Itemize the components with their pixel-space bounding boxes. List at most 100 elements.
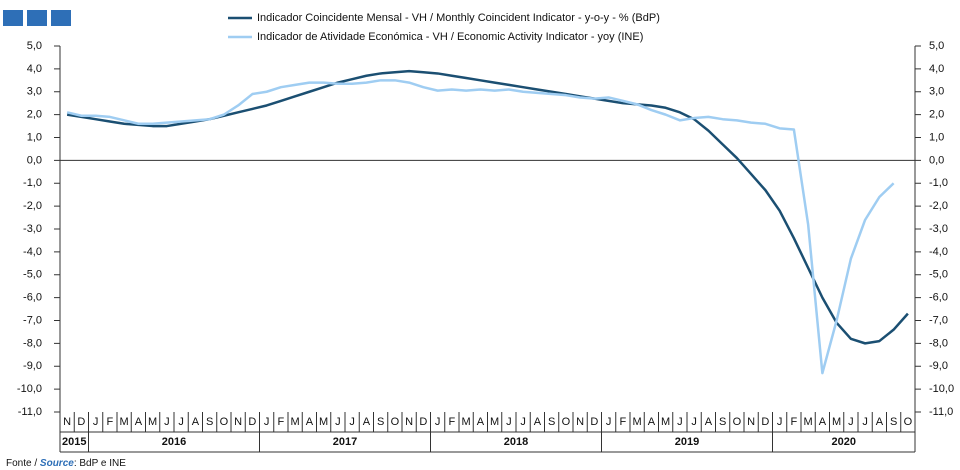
x-tick-label: A: [477, 416, 485, 428]
y2-tick-label: -1,0: [929, 177, 948, 189]
x-tick-label: F: [107, 416, 114, 428]
x-tick-label: A: [819, 416, 827, 428]
x-tick-label: S: [377, 416, 384, 428]
y2-tick-label: -10,0: [929, 383, 954, 395]
x-tick-label: F: [620, 416, 627, 428]
legend-label: Indicador de Atividade Económica - VH / …: [257, 31, 643, 43]
y2-tick-label: -5,0: [929, 269, 948, 281]
y2-tick-label: 5,0: [929, 40, 944, 52]
year-label: 2018: [504, 436, 528, 448]
y2-tick-label: -9,0: [929, 360, 948, 372]
x-tick-label: M: [291, 416, 300, 428]
x-tick-label: J: [848, 416, 854, 428]
y2-tick-label: -8,0: [929, 337, 948, 349]
logo-block: [3, 10, 23, 26]
logo-block: [51, 10, 71, 26]
y-tick-label: 5,0: [27, 40, 42, 52]
x-tick-label: A: [648, 416, 656, 428]
year-label: 2015: [62, 436, 86, 448]
logo-block: [27, 10, 47, 26]
x-tick-label: M: [490, 416, 499, 428]
x-tick-label: M: [832, 416, 841, 428]
x-tick-label: J: [862, 416, 868, 428]
x-tick-label: J: [777, 416, 783, 428]
y-tick-label: -9,0: [23, 360, 42, 372]
line-series: [66, 79, 895, 375]
x-tick-label: M: [804, 416, 813, 428]
x-tick-label: A: [705, 416, 713, 428]
x-tick-label: J: [264, 416, 270, 428]
x-tick-label: N: [63, 416, 71, 428]
x-tick-label: D: [761, 416, 769, 428]
year-label: 2019: [675, 436, 699, 448]
y2-tick-label: 3,0: [929, 86, 944, 98]
y2-tick-label: 1,0: [929, 131, 944, 143]
x-tick-label: S: [719, 416, 726, 428]
x-tick-label: A: [192, 416, 200, 428]
x-tick-label: S: [548, 416, 555, 428]
y-tick-label: -7,0: [23, 314, 42, 326]
x-tick-label: J: [335, 416, 341, 428]
y-tick-label: 1,0: [27, 131, 42, 143]
x-tick-label: N: [234, 416, 242, 428]
y2-tick-label: 4,0: [929, 63, 944, 75]
legend-label: Indicador Coincidente Mensal - VH / Mont…: [257, 12, 660, 24]
y2-tick-label: 2,0: [929, 109, 944, 121]
x-tick-label: N: [747, 416, 755, 428]
y-tick-label: -10,0: [17, 383, 42, 395]
x-tick-label: O: [391, 416, 400, 428]
x-tick-label: J: [506, 416, 512, 428]
year-label: 2020: [832, 436, 856, 448]
y2-tick-label: -6,0: [929, 292, 948, 304]
x-tick-label: J: [178, 416, 184, 428]
x-tick-label: M: [661, 416, 670, 428]
year-label: 2017: [333, 436, 357, 448]
x-tick-label: D: [248, 416, 256, 428]
x-tick-label: O: [220, 416, 229, 428]
y-tick-label: -1,0: [23, 177, 42, 189]
y-tick-label: -6,0: [23, 292, 42, 304]
x-tick-label: J: [691, 416, 697, 428]
legend: Indicador Coincidente Mensal - VH / Mont…: [228, 12, 660, 43]
x-tick-label: O: [904, 416, 913, 428]
x-tick-label: M: [148, 416, 157, 428]
y-tick-label: 4,0: [27, 63, 42, 75]
x-tick-label: A: [135, 416, 143, 428]
source: Fonte / Source: BdP e INE: [6, 458, 126, 469]
x-tick-label: D: [590, 416, 598, 428]
x-tick-label: J: [606, 416, 612, 428]
y-tick-label: -3,0: [23, 223, 42, 235]
x-tick-label: M: [319, 416, 328, 428]
y2-tick-label: -11,0: [929, 406, 953, 418]
y2-tick-label: -3,0: [929, 223, 948, 235]
x-tick-label: A: [876, 416, 884, 428]
x-tick-label: N: [405, 416, 413, 428]
x-tick-label: D: [77, 416, 85, 428]
x-tick-label: J: [164, 416, 170, 428]
y2-tick-label: 0,0: [929, 154, 944, 166]
y-tick-label: -8,0: [23, 337, 42, 349]
y-tick-label: 2,0: [27, 109, 42, 121]
y-tick-label: 0,0: [27, 154, 42, 166]
x-tick-label: J: [349, 416, 355, 428]
y-tick-label: -5,0: [23, 269, 42, 281]
line-series: [66, 69, 909, 345]
y2-tick-label: -7,0: [929, 314, 948, 326]
x-tick-label: F: [791, 416, 798, 428]
x-tick-label: F: [449, 416, 456, 428]
y-tick-label: 3,0: [27, 86, 42, 98]
x-tick-label: A: [363, 416, 371, 428]
x-tick-label: S: [890, 416, 897, 428]
x-tick-label: N: [576, 416, 584, 428]
source-text: : BdP e INE: [74, 458, 126, 469]
x-tick-label: J: [677, 416, 683, 428]
x-tick-label: O: [733, 416, 742, 428]
x-tick-label: A: [534, 416, 542, 428]
x-tick-label: O: [562, 416, 571, 428]
y-tick-label: -4,0: [23, 246, 42, 258]
x-tick-label: D: [419, 416, 427, 428]
x-tick-label: M: [633, 416, 642, 428]
x-tick-label: M: [120, 416, 129, 428]
x-tick-label: J: [435, 416, 441, 428]
